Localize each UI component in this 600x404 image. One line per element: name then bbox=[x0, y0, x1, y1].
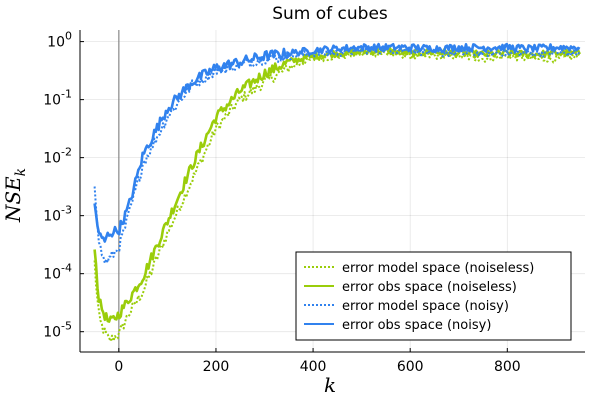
y-tick-label-base: 10 bbox=[43, 325, 61, 341]
y-tick-label-exponent: -2 bbox=[61, 146, 72, 159]
y-tick-label-exponent: -1 bbox=[61, 88, 72, 101]
y-tick-label-base: 10 bbox=[43, 209, 61, 225]
y-tick-label: 10-2 bbox=[43, 146, 72, 167]
legend-entry-label: error model space (noiseless) bbox=[342, 261, 534, 276]
legend-entry-label: error model space (noisy) bbox=[342, 299, 509, 314]
legend-entry-label: error obs space (noisy) bbox=[342, 318, 491, 333]
y-tick-label-exponent: -5 bbox=[61, 320, 72, 333]
series-layer bbox=[93, 42, 581, 343]
y-tick-label-base: 10 bbox=[43, 93, 61, 109]
axes bbox=[79, 30, 585, 353]
y-tick-label-base: 10 bbox=[47, 35, 65, 51]
y-tick-label: 100 bbox=[47, 30, 72, 51]
y-tick-label-exponent: 0 bbox=[65, 30, 72, 43]
y-tick-label: 10-4 bbox=[43, 262, 72, 283]
legend-box bbox=[295, 251, 572, 341]
x-tick-label: 0 bbox=[114, 359, 123, 375]
x-tick-label: 800 bbox=[494, 359, 521, 375]
x-tick-label: 600 bbox=[397, 359, 424, 375]
y-tick-label-base: 10 bbox=[43, 151, 61, 167]
x-tick-label: 400 bbox=[300, 359, 327, 375]
y-tick-label: 10-3 bbox=[43, 204, 72, 225]
y-axis-label: NSEk bbox=[1, 168, 29, 223]
y-tick-label-exponent: -3 bbox=[61, 204, 72, 217]
chart-title: Sum of cubes bbox=[272, 4, 388, 24]
series-line-4 bbox=[93, 42, 581, 243]
y-axis-label-subscript: k bbox=[13, 168, 29, 176]
y-tick-label: 10-5 bbox=[43, 320, 72, 341]
grid bbox=[80, 30, 585, 352]
y-tick-label: 10-1 bbox=[43, 88, 72, 109]
x-axis-label: k bbox=[324, 373, 336, 397]
y-tick-label-exponent: -4 bbox=[61, 262, 72, 275]
y-tick-label-base: 10 bbox=[43, 267, 61, 283]
legend: error model space (noiseless) error obs s… bbox=[295, 251, 572, 341]
y-axis-label-base: NSE bbox=[1, 176, 25, 223]
series-line-3 bbox=[93, 46, 581, 265]
x-tick-label: 200 bbox=[203, 359, 230, 375]
legend-entry-label: error obs space (noiseless) bbox=[342, 280, 517, 295]
